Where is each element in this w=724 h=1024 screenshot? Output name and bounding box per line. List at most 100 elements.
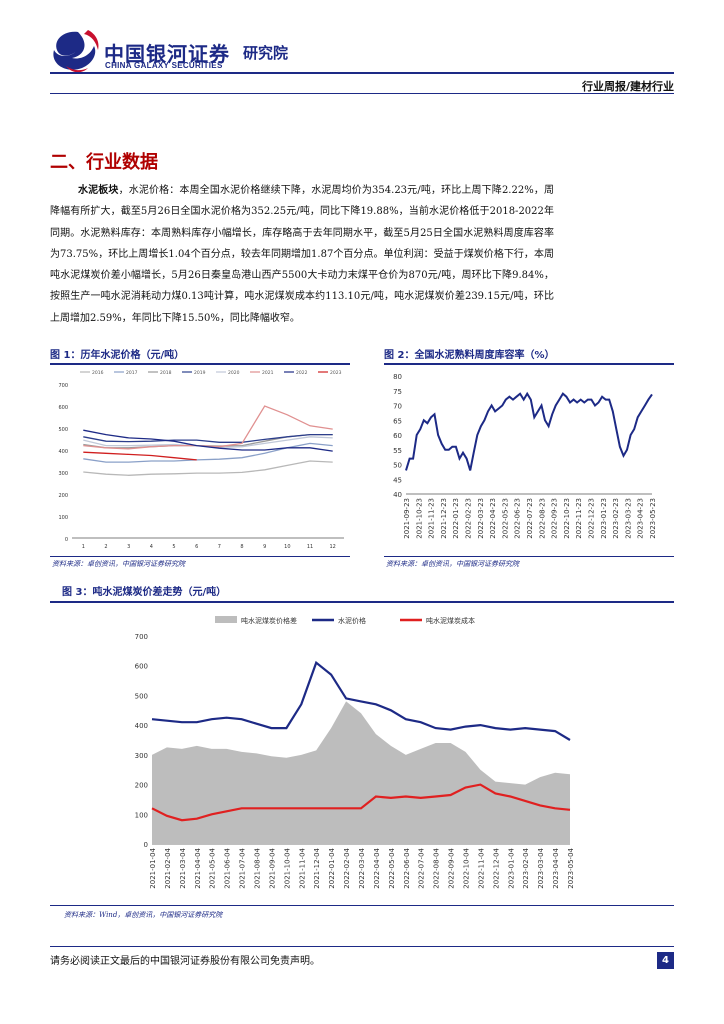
x-tick-label: 2021-04-04 [194, 847, 202, 888]
x-tick-label: 1 [82, 544, 85, 550]
x-tick-label: 2022-11-23 [575, 498, 583, 539]
x-tick-label: 2022-07-04 [418, 847, 426, 888]
x-tick-label: 2023-02-04 [522, 847, 530, 888]
x-tick-label: 2022-07-23 [526, 498, 534, 539]
series-line [83, 429, 333, 452]
fig3-chart: 0 100 200 300 400 500 600 700 2021-01-04 2021-02-… [135, 616, 575, 889]
body-lead: 水泥板块 [78, 185, 119, 196]
x-tick-label: 2022-12-23 [588, 498, 596, 539]
series-line [83, 433, 333, 443]
header-rule [50, 72, 674, 74]
x-tick-label: 2022-02-04 [343, 847, 351, 888]
x-tick-label: 2022-09-04 [448, 847, 456, 888]
legend-label: 吨水泥煤炭成本 [426, 616, 475, 625]
x-tick-label: 2021-09-04 [268, 847, 276, 888]
y-tick-label: 200 [135, 782, 148, 790]
y-tick-label: 500 [135, 692, 148, 700]
x-tick-label: 6 [195, 544, 198, 550]
y-tick-label: 100 [135, 811, 148, 819]
x-tick-label: 2021-10-23 [415, 498, 423, 539]
fig2-title-rule [384, 363, 674, 365]
y-tick-label: 400 [58, 449, 68, 455]
series-line [83, 442, 333, 463]
fig1-title: 图 1：历年水泥价格（元/吨） [50, 350, 185, 361]
legend-label: 水泥价格 [338, 616, 366, 625]
x-tick-label: 2022-10-23 [563, 498, 571, 539]
series-line [151, 660, 571, 741]
y-tick-label: 0 [65, 537, 68, 543]
series-area [152, 701, 570, 844]
y-tick-label: 75 [393, 388, 402, 396]
company-logo-icon [53, 30, 99, 73]
legend-label: 2020 [228, 370, 240, 376]
legend-label: 2022 [296, 370, 308, 376]
y-tick-label: 40 [393, 491, 402, 499]
legend-label: 2021 [262, 370, 274, 376]
x-tick-label: 2022-03-04 [358, 847, 366, 888]
page-number: 4 [657, 952, 674, 969]
x-tick-label: 2022-04-04 [373, 847, 381, 888]
y-tick-label: 600 [58, 405, 68, 411]
fig3-source: 资料来源：Wind，卓创资讯，中国银河证券研究院 [64, 911, 223, 919]
section-title: 二、行业数据 [50, 152, 158, 173]
fig2-bottom-rule [384, 556, 674, 557]
x-tick-label: 3 [127, 544, 130, 550]
fig2-chart: 40 45 50 55 60 65 70 75 80 2021-09-23 2021-10-23 20… [393, 373, 657, 539]
y-tick-label: 300 [58, 471, 68, 477]
x-tick-label: 11 [307, 544, 313, 550]
fig3-bottom-rule [50, 905, 674, 906]
x-tick-label: 5 [172, 544, 175, 550]
x-tick-label: 12 [329, 544, 335, 550]
y-tick-label: 70 [393, 403, 402, 411]
y-tick-label: 700 [58, 383, 68, 389]
x-tick-label: 2021-09-23 [403, 498, 411, 539]
x-tick-label: 2022-06-04 [403, 847, 411, 888]
x-tick-label: 10 [284, 544, 290, 550]
y-tick-label: 55 [393, 447, 402, 455]
x-tick-label: 2023-04-23 [637, 498, 645, 539]
x-tick-label: 2022-06-23 [514, 498, 522, 539]
x-tick-label: 2022-04-23 [489, 498, 497, 539]
x-tick-label: 2022-03-23 [477, 498, 485, 539]
x-tick-label: 2022-08-04 [433, 847, 441, 888]
header-rule-thin [50, 93, 674, 94]
y-tick-label: 700 [135, 633, 148, 641]
legend-label: 2017 [126, 370, 138, 376]
fig2-source: 资料来源：卓创资讯，中国银河证券研究院 [386, 560, 519, 568]
y-tick-label: 400 [135, 722, 148, 730]
institute-label: 研究院 [243, 44, 289, 62]
x-tick-label: 2 [104, 544, 107, 550]
x-tick-label: 2023-03-23 [624, 498, 632, 539]
fig3-title: 图 3：吨水泥煤炭价差走势（元/吨） [62, 587, 227, 598]
y-tick-label: 65 [393, 417, 402, 425]
x-tick-label: 2023-03-04 [537, 847, 545, 888]
x-tick-label: 2021-12-04 [313, 847, 321, 888]
legend-label: 2023 [330, 370, 342, 376]
fig1-source: 资料来源：卓创资讯，中国银河证券研究院 [52, 560, 185, 568]
fig1-title-rule [50, 363, 350, 365]
x-tick-label: 2022-05-04 [388, 847, 396, 888]
x-tick-label: 2023-04-04 [552, 847, 560, 888]
legend-label: 吨水泥煤炭价格差 [241, 616, 297, 625]
x-tick-label: 2023-01-04 [507, 847, 515, 888]
x-tick-label: 2023-05-23 [649, 498, 657, 539]
x-tick-label: 2022-11-04 [477, 847, 485, 888]
series-line [83, 405, 333, 450]
legend-label: 2018 [160, 370, 172, 376]
x-tick-label: 4 [150, 544, 153, 550]
x-tick-label: 2021-03-04 [179, 847, 187, 888]
y-tick-label: 0 [144, 841, 148, 849]
x-tick-label: 9 [263, 544, 266, 550]
x-tick-label: 2021-11-23 [428, 498, 436, 539]
logo-english-text: CHINA GALAXY SECURITIES [105, 61, 223, 70]
y-tick-label: 100 [58, 515, 68, 521]
series-line [405, 391, 653, 471]
x-tick-label: 7 [218, 544, 221, 550]
x-tick-label: 2022-08-23 [538, 498, 546, 539]
fig2-title: 图 2：全国水泥熟料周度库容率（%） [384, 350, 555, 361]
x-tick-label: 2021-12-23 [440, 498, 448, 539]
legend-swatch [215, 616, 237, 623]
y-tick-label: 60 [393, 432, 402, 440]
x-tick-label: 2021-10-04 [283, 847, 291, 888]
